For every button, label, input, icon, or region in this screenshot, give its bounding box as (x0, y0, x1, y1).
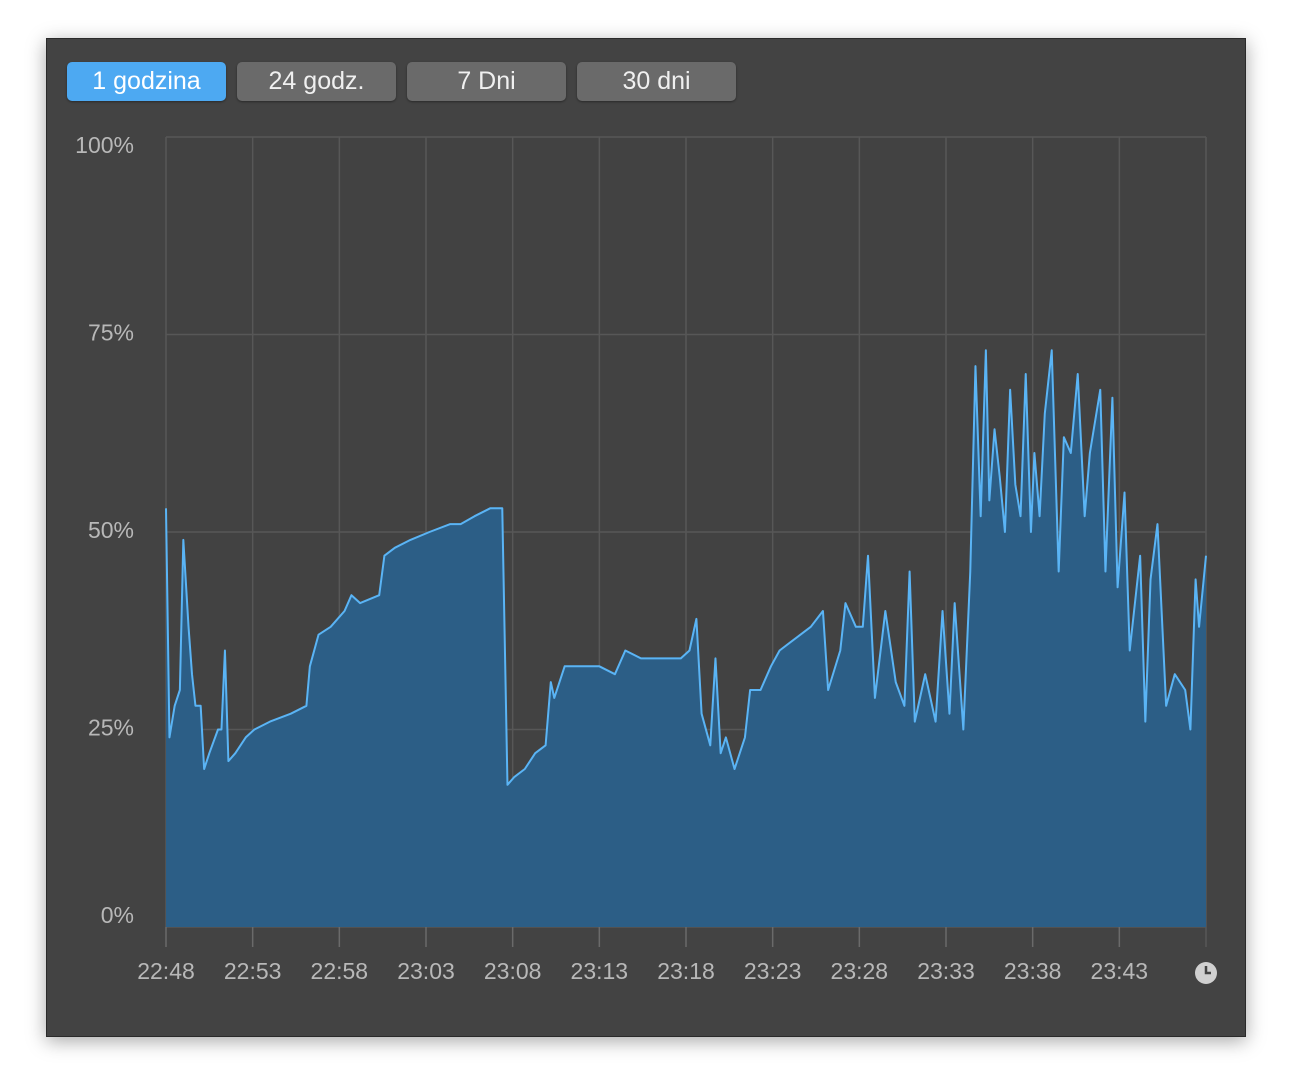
y-tick-label: 0% (101, 902, 134, 928)
tab[interactable]: 1 godzina (67, 62, 226, 101)
x-tick-label: 22:58 (311, 958, 369, 984)
x-tick-label: 23:43 (1091, 958, 1149, 984)
x-tick-label: 23:38 (1004, 958, 1062, 984)
tab[interactable]: 7 Dni (407, 62, 566, 101)
x-tick-label: 23:23 (744, 958, 802, 984)
x-tick-label: 23:33 (917, 958, 975, 984)
x-tick-label: 23:13 (571, 958, 629, 984)
x-tick-label: 22:48 (137, 958, 195, 984)
x-tick-label: 23:18 (657, 958, 715, 984)
tab[interactable]: 30 dni (577, 62, 736, 101)
y-tick-label: 50% (88, 517, 134, 543)
area (166, 350, 1206, 927)
x-tick-label: 22:53 (224, 958, 282, 984)
tab[interactable]: 24 godz. (237, 62, 396, 101)
y-tick-label: 100% (75, 132, 134, 158)
x-tick-label: 23:28 (831, 958, 889, 984)
x-tick-label: 23:08 (484, 958, 542, 984)
clock-icon[interactable] (1195, 962, 1217, 984)
y-tick-label: 75% (88, 320, 134, 346)
line (165, 349, 1207, 786)
y-tick-label: 25% (88, 715, 134, 741)
x-tick-label: 23:03 (397, 958, 455, 984)
